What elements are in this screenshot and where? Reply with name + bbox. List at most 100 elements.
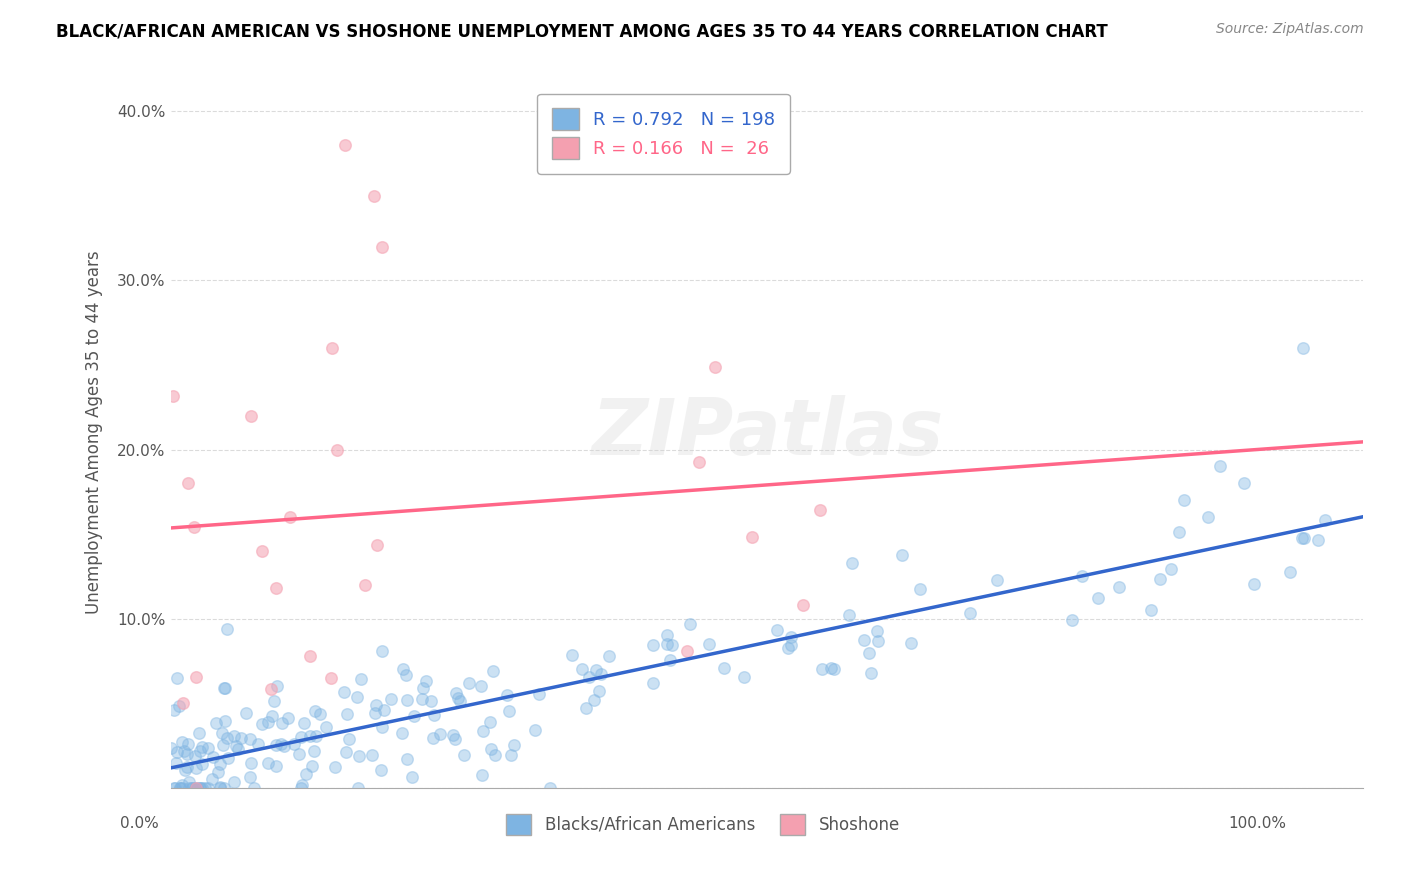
Point [395, 668, 418, 682]
Point [184, 780, 207, 795]
Point [713, 661, 735, 675]
Point [350, 673, 373, 687]
Point [503, 738, 526, 752]
Point [304, 704, 326, 718]
Point [170, 780, 193, 795]
Text: 0.0%: 0.0% [120, 816, 159, 830]
Point [808, 503, 831, 517]
Point [337, 732, 360, 747]
Point [295, 767, 318, 781]
Point [211, 738, 233, 752]
Point [207, 765, 229, 780]
Point [347, 749, 370, 764]
Point [165, 780, 187, 795]
Point [479, 742, 502, 756]
Point [779, 638, 801, 652]
Point [266, 679, 288, 693]
Point [1149, 572, 1171, 586]
Point [174, 764, 197, 778]
Text: Source: ZipAtlas.com: Source: ZipAtlas.com [1216, 22, 1364, 37]
Point [188, 780, 211, 795]
Point [177, 780, 200, 795]
Point [239, 770, 262, 784]
Point [598, 649, 620, 664]
Point [959, 606, 981, 620]
Point [404, 708, 426, 723]
Point [441, 728, 464, 742]
Point [242, 780, 264, 795]
Point [184, 780, 207, 795]
Point [370, 763, 392, 777]
Point [478, 715, 501, 730]
Point [733, 670, 755, 684]
Point [679, 617, 702, 632]
Point [172, 696, 194, 710]
Point [214, 714, 236, 728]
Point [1278, 565, 1301, 579]
Point [346, 780, 368, 795]
Point [910, 582, 932, 596]
Point [765, 624, 787, 638]
Point [458, 676, 481, 690]
Point [838, 607, 860, 622]
Point [290, 780, 312, 795]
Point [366, 698, 388, 712]
Point [661, 638, 683, 652]
Point [346, 690, 368, 704]
Point [527, 687, 550, 701]
Point [1071, 569, 1094, 583]
Point [222, 775, 245, 789]
Point [290, 730, 312, 744]
Point [1233, 476, 1256, 491]
Point [170, 735, 193, 749]
Point [217, 751, 239, 765]
Point [235, 706, 257, 720]
Point [411, 691, 433, 706]
Point [197, 741, 219, 756]
Point [208, 780, 231, 795]
Point [335, 745, 357, 759]
Point [212, 681, 235, 695]
Point [447, 690, 470, 705]
Text: BLACK/AFRICAN AMERICAN VS SHOSHONE UNEMPLOYMENT AMONG AGES 35 TO 44 YEARS CORREL: BLACK/AFRICAN AMERICAN VS SHOSHONE UNEMP… [56, 22, 1108, 40]
Point [395, 693, 418, 707]
Point [211, 725, 233, 739]
Point [585, 663, 607, 677]
Point [841, 557, 863, 571]
Point [655, 628, 678, 642]
Point [176, 760, 198, 774]
Point [703, 359, 725, 374]
Point [266, 759, 288, 773]
Point [1209, 459, 1232, 474]
Point [179, 775, 201, 789]
Point [866, 634, 889, 648]
Point [588, 684, 610, 698]
Point [166, 671, 188, 685]
Point [900, 636, 922, 650]
Point [429, 727, 451, 741]
Point [471, 768, 494, 782]
Point [470, 679, 492, 693]
Point [659, 652, 682, 666]
Point [162, 780, 184, 795]
Point [166, 745, 188, 759]
Point [676, 644, 699, 658]
Point [226, 742, 249, 756]
Point [538, 780, 561, 795]
Point [280, 510, 302, 524]
Point [260, 682, 283, 697]
Point [859, 665, 882, 680]
Point [162, 389, 184, 403]
Point [366, 538, 388, 552]
Point [176, 747, 198, 761]
Point [423, 707, 446, 722]
Point [333, 138, 356, 153]
Point [561, 648, 583, 662]
Point [657, 637, 679, 651]
Point [392, 662, 415, 676]
Point [380, 692, 402, 706]
Point [1160, 562, 1182, 576]
Point [1315, 513, 1337, 527]
Point [170, 778, 193, 792]
Point [575, 701, 598, 715]
